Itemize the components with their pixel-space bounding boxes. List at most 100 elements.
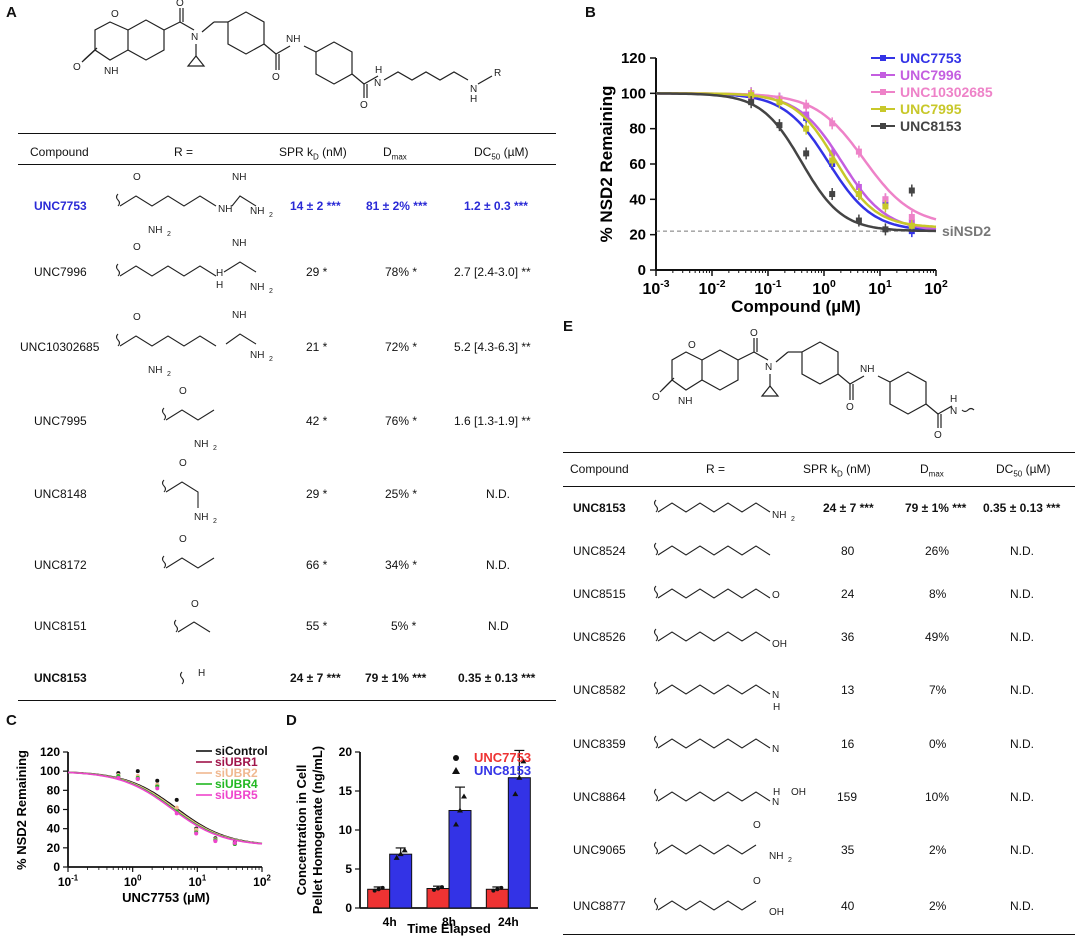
dmax-value: 26% bbox=[925, 544, 950, 558]
x-tick-label-b: 10-2 bbox=[698, 279, 725, 298]
svg-text:2: 2 bbox=[213, 445, 217, 452]
replicate-point-d bbox=[432, 887, 436, 892]
compound-name: UNC8515 bbox=[573, 587, 626, 601]
dmax-value: 25% * bbox=[385, 487, 418, 501]
fit-curve-unc8153 bbox=[656, 92, 937, 233]
svg-text:NH: NH bbox=[148, 225, 162, 236]
dc50-value: N.D. bbox=[1010, 587, 1034, 601]
data-point-unc7996 bbox=[803, 111, 810, 118]
svg-text:O: O bbox=[688, 340, 696, 351]
compound-name: UNC8153 bbox=[573, 501, 626, 515]
svg-text:NH: NH bbox=[194, 439, 208, 450]
svg-text:O: O bbox=[133, 312, 141, 323]
svg-text:NH: NH bbox=[218, 204, 232, 215]
table-a-header-rule bbox=[18, 164, 556, 165]
compound-name: UNC8153 bbox=[34, 671, 87, 685]
panel-label-e: E bbox=[563, 318, 574, 335]
y-axis-label-b: % NSD2 Remaining bbox=[597, 86, 616, 243]
dmax-value: 78% * bbox=[385, 265, 418, 279]
replicate-point-d bbox=[512, 791, 519, 797]
table-a-header-dmax: Dmax bbox=[383, 145, 407, 162]
legend-label-c: siUBR2 bbox=[215, 766, 258, 780]
svg-text:H: H bbox=[950, 394, 957, 405]
y-axis-label-d-line1: Concentration in Cell bbox=[294, 765, 309, 896]
data-point-siubr5 bbox=[232, 841, 237, 846]
svg-text:NH: NH bbox=[148, 365, 162, 376]
svg-text:O: O bbox=[133, 172, 141, 183]
svg-text:NH: NH bbox=[860, 364, 874, 375]
svg-text:O: O bbox=[753, 820, 761, 831]
svg-text:NH: NH bbox=[232, 238, 246, 249]
data-point-unc10302685 bbox=[829, 120, 836, 127]
legend-marker-b bbox=[880, 89, 886, 95]
svg-text:H: H bbox=[470, 94, 477, 105]
spr-value: 80 bbox=[841, 544, 855, 558]
data-point-unc7996 bbox=[855, 183, 862, 190]
compound-name: UNC8172 bbox=[34, 558, 87, 572]
dc50-value: N.D. bbox=[1010, 683, 1034, 697]
y-tick-label-c: 20 bbox=[47, 841, 61, 855]
dc50-value: 2.7 [2.4-3.0] ** bbox=[454, 265, 531, 279]
data-point-unc10302685 bbox=[908, 214, 915, 220]
legend-marker-b bbox=[880, 55, 886, 61]
svg-text:O: O bbox=[176, 0, 184, 9]
svg-text:2: 2 bbox=[167, 371, 171, 378]
r-structure-unc8359: N bbox=[653, 735, 779, 755]
svg-text:NH: NH bbox=[772, 510, 786, 521]
compound-name: UNC8582 bbox=[573, 683, 626, 697]
data-point-unc8153 bbox=[882, 226, 889, 233]
legend-label-d: UNC8153 bbox=[474, 763, 531, 778]
data-point-unc7995 bbox=[855, 191, 862, 198]
dmax-value: 8% bbox=[929, 587, 947, 601]
y-tick-label-b: 0 bbox=[638, 262, 646, 279]
svg-text:N: N bbox=[772, 690, 779, 701]
svg-text:OH: OH bbox=[791, 787, 806, 798]
compound-name: UNC8524 bbox=[573, 544, 626, 558]
dc50-value: 5.2 [4.3-6.3] ** bbox=[454, 340, 531, 354]
dc50-value: N.D bbox=[488, 619, 509, 633]
replicate-point-d bbox=[520, 758, 527, 764]
replicate-point-d bbox=[393, 854, 400, 860]
svg-text:NH: NH bbox=[250, 282, 264, 293]
replicate-point-d bbox=[440, 885, 444, 890]
table-e-header-spr: SPR kD (nM) bbox=[803, 462, 871, 479]
data-point-sicontrol bbox=[135, 769, 140, 774]
svg-text:N: N bbox=[772, 744, 779, 755]
data-point-unc8153 bbox=[829, 191, 836, 198]
panel-label-d: D bbox=[286, 712, 297, 729]
svg-text:2: 2 bbox=[791, 516, 795, 523]
dmax-value: 2% bbox=[929, 899, 947, 913]
svg-text:N: N bbox=[765, 362, 772, 373]
table-a-bottom-rule bbox=[18, 700, 556, 701]
r-structure-unc8151: O bbox=[173, 599, 211, 633]
data-point-unc7995 bbox=[882, 203, 889, 210]
compound-name: UNC8877 bbox=[573, 899, 626, 913]
compound-name: UNC8359 bbox=[573, 737, 626, 751]
legend-label-b: UNC10302685 bbox=[900, 84, 993, 100]
dc50-value: 1.2 ± 0.3 *** bbox=[464, 199, 528, 213]
svg-text:2: 2 bbox=[269, 288, 273, 295]
dmax-value: 72% * bbox=[385, 340, 418, 354]
x-axis-label-b: Compound (µM) bbox=[731, 297, 861, 316]
r-structure-unc7753: O NH 2 NH NH NH 2 bbox=[115, 172, 273, 238]
table-e-header-dmax: Dmax bbox=[920, 462, 944, 479]
spr-value: 29 * bbox=[306, 265, 328, 279]
replicate-point-d bbox=[499, 885, 504, 890]
dmax-value: 79 ± 1% *** bbox=[365, 671, 427, 685]
dc50-value: N.D. bbox=[1010, 544, 1034, 558]
spr-value: 13 bbox=[841, 683, 855, 697]
spr-value: 40 bbox=[841, 899, 855, 913]
dmax-value: 76% * bbox=[385, 414, 418, 428]
table-e-header-rule bbox=[563, 486, 1075, 487]
replicate-point-d bbox=[372, 888, 377, 893]
r-structure-unc9065: O NH 2 bbox=[653, 820, 792, 864]
r-structure-unc8153: NH 2 bbox=[653, 499, 795, 523]
compound-name: UNC8864 bbox=[573, 790, 626, 804]
data-point-siubr5 bbox=[135, 776, 140, 781]
table-e-header-compound: Compound bbox=[570, 462, 629, 476]
dc50-value: N.D. bbox=[1010, 790, 1034, 804]
svg-text:O: O bbox=[111, 9, 119, 20]
spr-value: 55 * bbox=[306, 619, 328, 633]
replicate-point-d bbox=[436, 886, 440, 891]
y-tick-label-d: 0 bbox=[345, 901, 352, 915]
